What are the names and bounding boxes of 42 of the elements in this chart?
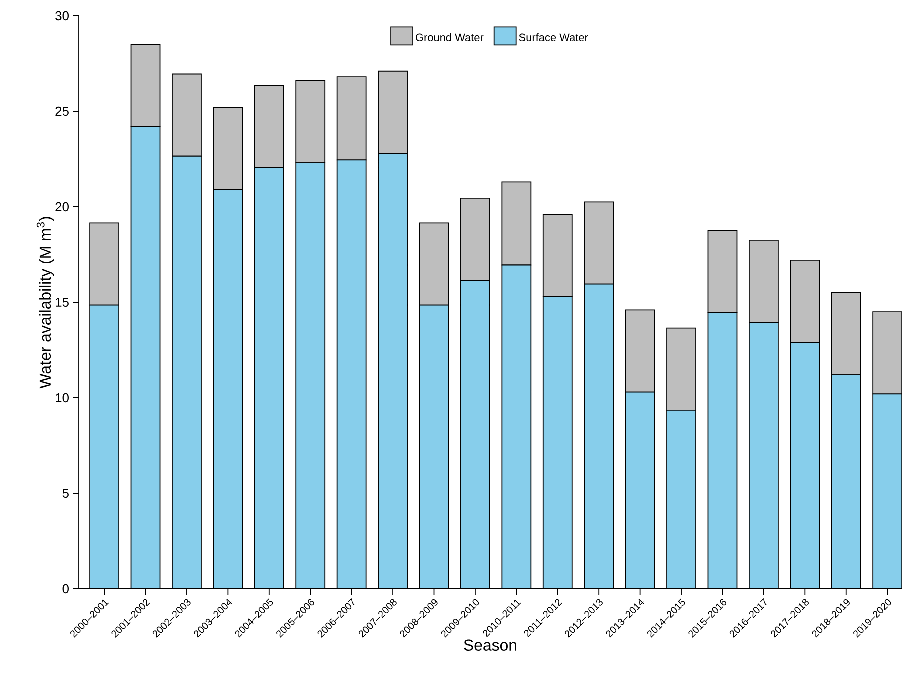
bar xyxy=(420,305,449,589)
bar xyxy=(749,322,778,589)
bar xyxy=(131,126,160,589)
bar xyxy=(790,342,820,589)
bar xyxy=(502,182,532,266)
bar xyxy=(502,265,532,589)
bar xyxy=(254,168,284,589)
bar xyxy=(460,280,490,589)
bar xyxy=(172,156,202,589)
bar xyxy=(214,190,243,589)
bar xyxy=(419,222,450,306)
bar xyxy=(584,202,614,285)
bar xyxy=(666,328,696,411)
y-tick-label: 0 xyxy=(62,584,69,594)
bar xyxy=(542,214,573,298)
y-tick-label: 10 xyxy=(56,393,69,403)
bar xyxy=(296,163,326,589)
bar xyxy=(543,296,572,589)
bar xyxy=(626,392,655,589)
bar xyxy=(90,305,120,589)
bar xyxy=(872,394,902,589)
y-tick-label: 30 xyxy=(56,11,69,21)
bar xyxy=(625,310,656,393)
y-tick-label: 15 xyxy=(56,298,69,308)
y-tick-label: 25 xyxy=(56,106,69,116)
y-tick-label: 5 xyxy=(62,488,69,498)
x-axis-title: Season xyxy=(464,640,516,651)
bar xyxy=(749,240,779,323)
bar xyxy=(708,313,738,589)
bar xyxy=(460,198,490,281)
y-axis-title: Water availability (M m$^{3}$) xyxy=(36,217,54,389)
y-tick-label: 20 xyxy=(56,202,69,212)
bar xyxy=(832,375,861,589)
bar xyxy=(667,410,696,589)
bar xyxy=(337,160,366,589)
bar xyxy=(708,230,738,314)
bar xyxy=(378,154,408,589)
bar xyxy=(584,284,614,589)
legend-label: Surface Water xyxy=(519,34,588,42)
bar xyxy=(790,260,820,344)
legend-label: Ground Water xyxy=(416,34,484,42)
bar xyxy=(831,292,862,376)
